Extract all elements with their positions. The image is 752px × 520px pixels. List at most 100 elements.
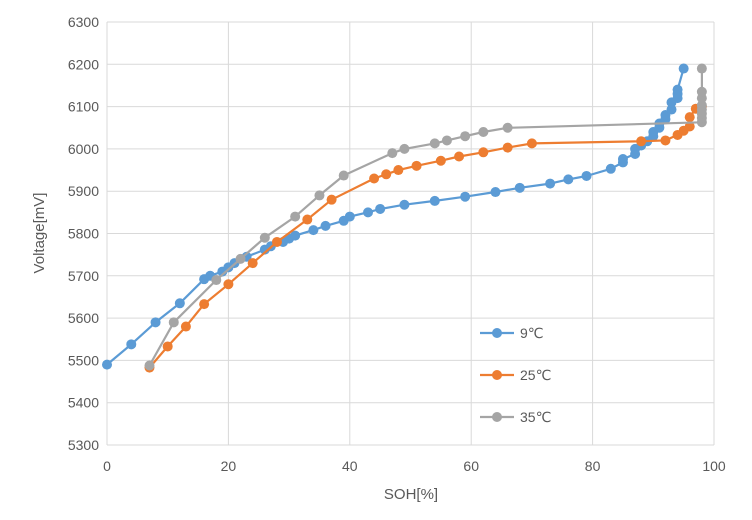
x-axis-title: SOH[%] — [384, 486, 438, 503]
data-point — [399, 199, 410, 210]
data-point — [168, 317, 179, 328]
legend-swatch-marker — [492, 328, 502, 338]
data-point — [162, 341, 173, 352]
data-point — [684, 121, 695, 132]
legend-item: 35℃ — [480, 409, 551, 425]
data-point — [338, 170, 349, 181]
data-point — [344, 211, 355, 222]
series-2 — [144, 101, 707, 373]
data-point — [290, 211, 301, 222]
data-point — [454, 151, 465, 162]
data-point — [314, 190, 325, 201]
data-point — [478, 126, 489, 137]
data-point — [387, 148, 398, 159]
x-tick-label: 80 — [585, 458, 601, 474]
series-layer — [102, 63, 707, 373]
data-point — [174, 298, 185, 309]
data-point — [235, 253, 246, 264]
data-point — [180, 321, 191, 332]
data-point — [363, 207, 374, 218]
legend-item: 25℃ — [480, 367, 551, 383]
x-tick-label: 60 — [463, 458, 479, 474]
data-point — [144, 360, 155, 371]
data-point — [526, 138, 537, 149]
data-point — [271, 236, 282, 247]
data-point — [490, 187, 501, 198]
data-point — [684, 112, 695, 123]
data-point — [502, 122, 513, 133]
data-point — [563, 174, 574, 185]
data-point — [460, 191, 471, 202]
data-point — [399, 143, 410, 154]
data-point — [150, 317, 161, 328]
data-point — [429, 195, 440, 206]
data-point — [696, 100, 707, 111]
data-point — [308, 225, 319, 236]
data-point — [247, 258, 258, 269]
y-tick-label: 5600 — [68, 310, 99, 326]
series-3 — [144, 63, 707, 371]
data-point — [666, 104, 677, 115]
data-point — [514, 182, 525, 193]
data-point — [502, 142, 513, 153]
y-tick-label: 5900 — [68, 183, 99, 199]
x-tick-labels: 0 20 40 60 80 100 — [103, 458, 726, 474]
legend: 9℃ 25℃ 35℃ — [480, 325, 551, 425]
y-tick-label: 6000 — [68, 141, 99, 157]
gridlines — [106, 21, 715, 446]
legend-item: 9℃ — [480, 325, 544, 341]
y-tick-label: 6100 — [68, 99, 99, 115]
data-point — [320, 220, 331, 231]
x-tick-label: 20 — [221, 458, 237, 474]
data-point — [223, 279, 234, 290]
data-point — [381, 169, 392, 180]
legend-label: 9℃ — [520, 325, 544, 341]
data-point — [302, 214, 313, 225]
x-tick-label: 100 — [702, 458, 726, 474]
legend-swatch-marker — [492, 412, 502, 422]
data-point — [605, 163, 616, 174]
y-tick-label: 5800 — [68, 226, 99, 242]
data-point — [478, 147, 489, 158]
data-point — [290, 230, 301, 241]
data-point — [369, 173, 380, 184]
data-point — [678, 63, 689, 74]
y-tick-label: 5700 — [68, 268, 99, 284]
y-tick-label: 5500 — [68, 352, 99, 368]
data-point — [393, 165, 404, 176]
data-point — [435, 155, 446, 166]
data-point — [126, 339, 137, 350]
data-point — [429, 138, 440, 149]
data-point — [411, 160, 422, 171]
y-tick-labels: 5300 5400 5500 5600 5700 5800 5900 6000 6100 6200… — [68, 14, 99, 453]
y-tick-label: 5300 — [68, 437, 99, 453]
data-point — [326, 194, 337, 205]
data-point — [636, 136, 647, 147]
x-tick-label: 0 — [103, 458, 111, 474]
legend-swatch-marker — [492, 370, 502, 380]
data-point — [375, 203, 386, 214]
data-point — [696, 86, 707, 97]
data-point — [672, 84, 683, 95]
data-point — [102, 359, 112, 370]
data-point — [460, 131, 471, 142]
data-point — [259, 232, 270, 243]
data-point — [211, 275, 222, 286]
data-point — [660, 135, 671, 146]
x-tick-label: 40 — [342, 458, 358, 474]
data-point — [545, 178, 556, 189]
data-point — [696, 63, 707, 74]
legend-label: 35℃ — [520, 409, 551, 425]
y-tick-label: 6300 — [68, 14, 99, 30]
data-point — [441, 135, 452, 146]
data-point — [199, 299, 210, 310]
data-point — [581, 170, 592, 181]
y-tick-label: 5400 — [68, 395, 99, 411]
y-axis-title: Voltage[mV] — [31, 193, 48, 274]
y-tick-label: 6200 — [68, 56, 99, 72]
legend-label: 25℃ — [520, 367, 551, 383]
data-point — [617, 154, 628, 165]
